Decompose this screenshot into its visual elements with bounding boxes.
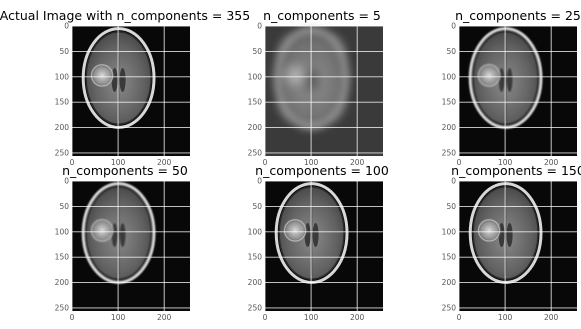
x-tick-label: 200 bbox=[157, 313, 172, 322]
ventricle-right bbox=[119, 223, 126, 247]
grid bbox=[264, 25, 383, 156]
x-tick-label: 100 bbox=[111, 313, 126, 322]
y-tick-label: 250 bbox=[248, 148, 263, 157]
x-tick-label: 0 bbox=[70, 313, 75, 322]
ventricle-right bbox=[312, 223, 319, 247]
ventricle-right bbox=[506, 223, 513, 247]
y-tick-label: 200 bbox=[55, 278, 70, 287]
y-tick-label: 50 bbox=[252, 202, 262, 211]
tumor-region bbox=[89, 217, 116, 244]
low-rank-glow bbox=[276, 31, 348, 125]
subplot-title: n_components = 100 bbox=[255, 163, 389, 178]
y-tick-label: 200 bbox=[442, 278, 457, 287]
tumor-rim bbox=[477, 219, 501, 242]
grid bbox=[458, 180, 577, 311]
x-tick-label: 100 bbox=[111, 158, 126, 167]
y-tick-label: 100 bbox=[248, 72, 263, 81]
y-tick-label: 150 bbox=[442, 253, 457, 262]
y-tick-label: 0 bbox=[257, 177, 262, 186]
tumor-rim bbox=[90, 64, 114, 87]
y-tick-label: 200 bbox=[248, 123, 263, 132]
y-tick-label: 200 bbox=[55, 123, 70, 132]
x-tick-label: 0 bbox=[70, 158, 75, 167]
x-tick-label: 100 bbox=[498, 158, 513, 167]
brain-scan bbox=[274, 27, 349, 129]
brain-scan bbox=[274, 182, 349, 284]
y-tick-label: 250 bbox=[248, 303, 263, 312]
y-tick-label: 150 bbox=[248, 253, 263, 262]
y-tick-label: 0 bbox=[451, 22, 456, 31]
tumor-rim bbox=[477, 64, 501, 87]
y-tick-label: 50 bbox=[446, 202, 456, 211]
tumor-region bbox=[476, 62, 503, 89]
ventricle-right bbox=[506, 68, 513, 92]
y-tick-label: 100 bbox=[55, 227, 70, 236]
y-tick-label: 50 bbox=[252, 47, 262, 56]
y-tick-label: 250 bbox=[442, 303, 457, 312]
y-tick-label: 150 bbox=[55, 98, 70, 107]
y-tick-label: 100 bbox=[442, 227, 457, 236]
subplot-title: n_components = 5 bbox=[263, 8, 381, 23]
tumor-rim bbox=[90, 219, 114, 242]
y-tick-label: 100 bbox=[442, 72, 457, 81]
x-tick-label: 200 bbox=[544, 158, 559, 167]
brain-scan bbox=[468, 27, 543, 129]
y-tick-label: 100 bbox=[55, 72, 70, 81]
y-tick-label: 50 bbox=[59, 202, 69, 211]
y-tick-label: 0 bbox=[257, 22, 262, 31]
x-tick-label: 100 bbox=[498, 313, 513, 322]
y-tick-label: 250 bbox=[55, 148, 70, 157]
y-tick-label: 200 bbox=[442, 123, 457, 132]
subplot-title: n_components = 150 bbox=[451, 163, 581, 178]
x-tick-label: 0 bbox=[457, 313, 462, 322]
y-tick-label: 250 bbox=[442, 148, 457, 157]
y-tick-label: 150 bbox=[55, 253, 70, 262]
y-tick-label: 50 bbox=[59, 47, 69, 56]
x-tick-label: 100 bbox=[304, 313, 319, 322]
y-tick-label: 200 bbox=[248, 278, 263, 287]
x-tick-label: 200 bbox=[544, 313, 559, 322]
x-tick-label: 200 bbox=[350, 158, 365, 167]
grid bbox=[71, 180, 190, 311]
y-tick-label: 0 bbox=[451, 177, 456, 186]
y-tick-label: 50 bbox=[446, 47, 456, 56]
y-tick-label: 150 bbox=[442, 98, 457, 107]
tumor-rim bbox=[283, 219, 307, 242]
x-tick-label: 0 bbox=[263, 158, 268, 167]
grid bbox=[458, 25, 577, 156]
ventricle-right bbox=[119, 68, 126, 92]
x-tick-label: 0 bbox=[457, 158, 462, 167]
brain-scan bbox=[81, 27, 156, 129]
grid bbox=[264, 180, 383, 311]
x-tick-label: 100 bbox=[304, 158, 319, 167]
subplot-title: Actual Image with n_components = 355 bbox=[0, 8, 250, 23]
x-tick-label: 200 bbox=[157, 158, 172, 167]
tumor-region bbox=[282, 217, 309, 244]
x-tick-label: 200 bbox=[350, 313, 365, 322]
x-tick-label: 0 bbox=[263, 313, 268, 322]
y-tick-label: 100 bbox=[248, 227, 263, 236]
brain-scan bbox=[81, 182, 156, 284]
y-tick-label: 0 bbox=[64, 22, 69, 31]
tumor-region bbox=[89, 62, 116, 89]
tumor-region bbox=[476, 217, 503, 244]
y-tick-label: 150 bbox=[248, 98, 263, 107]
grid bbox=[71, 25, 190, 156]
y-tick-label: 0 bbox=[64, 177, 69, 186]
y-tick-label: 250 bbox=[55, 303, 70, 312]
subplot-title: n_components = 50 bbox=[62, 163, 188, 178]
subplot-title: n_components = 25 bbox=[455, 8, 581, 23]
brain-scan bbox=[468, 182, 543, 284]
